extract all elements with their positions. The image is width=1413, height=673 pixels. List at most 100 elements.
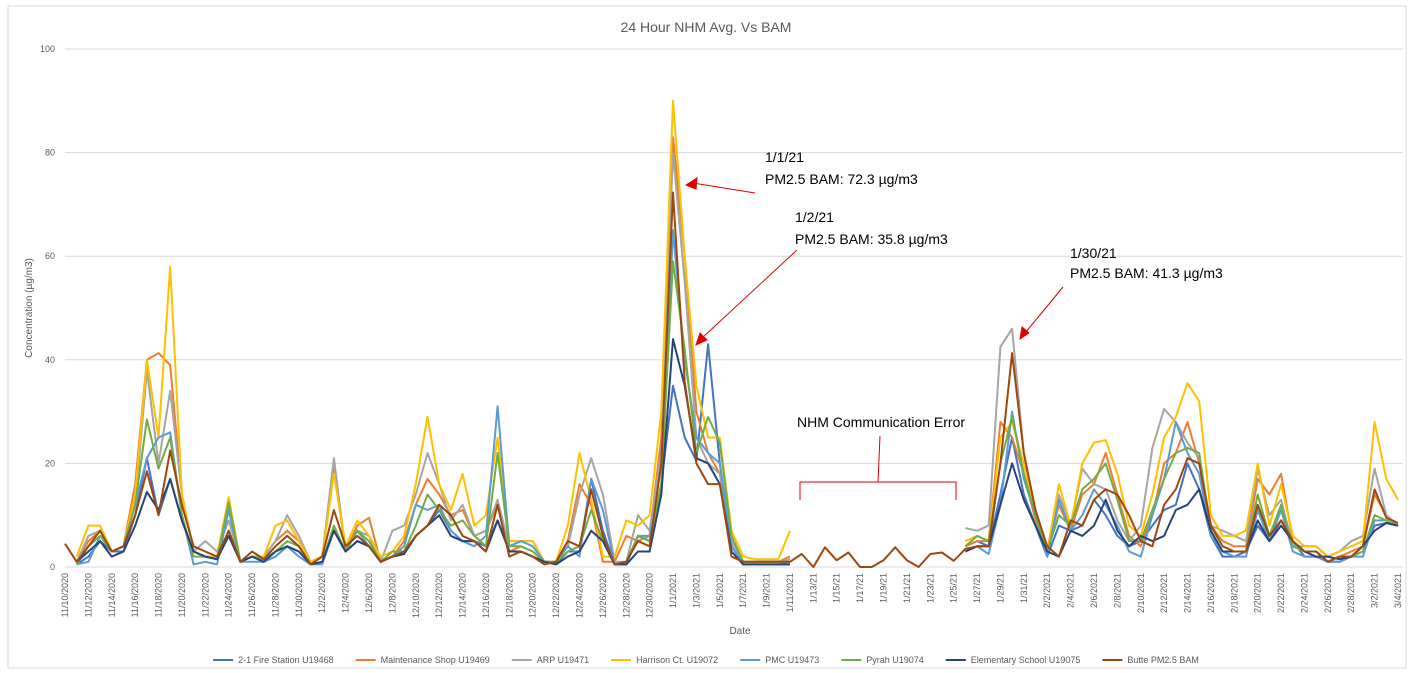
x-tick-label: 2/2/2021: [1042, 573, 1052, 608]
x-tick-label: 12/24/2020: [574, 573, 584, 618]
arrow: [692, 182, 756, 194]
x-tick-label: 12/22/2020: [551, 573, 561, 618]
x-tick-label: 1/21/21: [902, 573, 912, 603]
x-tick-label: 12/14/2020: [458, 573, 468, 618]
y-axis-label: Concentration (µg/m3): [24, 258, 35, 358]
x-tick-label: 12/12/2020: [434, 573, 444, 618]
x-tick-label: 11/20/2020: [177, 573, 187, 617]
x-tick-label: 11/26/2020: [247, 573, 257, 617]
annotation: 1/30/21: [1070, 245, 1117, 261]
x-tick-label: 2/16/2021: [1206, 573, 1216, 613]
x-tick-label: 1/9/2021: [762, 573, 772, 608]
annotation: PM2.5 BAM: 41.3 µg/m3: [1070, 265, 1223, 281]
legend-item: Elementary School U19075: [945, 655, 1081, 665]
x-axis-label: Date: [729, 626, 751, 637]
x-tick-label: 2/10/2021: [1136, 573, 1146, 613]
x-tick-label: 11/24/2020: [224, 573, 234, 617]
x-tick-label: 2/8/2021: [1112, 573, 1122, 608]
x-tick-label: 2/4/2021: [1066, 573, 1076, 608]
annotation-arrows: [684, 177, 1064, 346]
x-tick-label: 1/15/21: [832, 573, 842, 603]
x-tick-label: 12/4/2020: [341, 573, 351, 613]
x-tick-label: 1/23/21: [925, 573, 935, 603]
series-line: [64, 191, 1399, 568]
arrow: [701, 249, 798, 339]
plot: [64, 99, 1399, 568]
x-tick-label: 11/10/2020: [60, 573, 70, 617]
x-tick-label: 1/7/2021: [738, 573, 748, 608]
x-tick-label: 1/3/2021: [691, 573, 701, 608]
y-tick-label: 60: [45, 251, 55, 261]
y-tick-label: 100: [40, 44, 55, 54]
x-tick-label: 11/28/2020: [270, 573, 280, 617]
x-tick-label: 12/8/2020: [387, 573, 397, 613]
x-tick-label: 2/22/2021: [1276, 573, 1286, 613]
legend-label: Pyrah U19074: [866, 655, 924, 665]
x-tick-label: 12/26/2020: [598, 573, 608, 618]
x-tick-label: 12/6/2020: [364, 573, 374, 613]
annotations: 1/1/21 PM2.5 BAM: 72.3 µg/m3 1/2/21 PM2.…: [765, 149, 1223, 430]
x-tick-label: 12/28/2020: [621, 573, 631, 618]
y-tick-label: 0: [50, 562, 55, 572]
x-tick-label: 1/17/21: [855, 573, 865, 603]
legend-item: Butte PM2.5 BAM: [1102, 655, 1199, 665]
legend: 2-1 Fire Station U19468 Maintenance Shop …: [213, 655, 1199, 665]
legend-item: Maintenance Shop U19469: [355, 655, 490, 665]
arrowhead: [1019, 326, 1030, 341]
legend-item: 2-1 Fire Station U19468: [213, 655, 334, 665]
x-tick-label: 1/1/2021: [668, 573, 678, 608]
x-tick-label: 11/30/2020: [294, 573, 304, 617]
x-tick-label: 2/20/2021: [1253, 573, 1263, 613]
legend-label: Maintenance Shop U19469: [381, 655, 490, 665]
legend-item: ARP U19471: [511, 655, 589, 665]
legend-label: 2-1 Fire Station U19468: [238, 655, 334, 665]
series-line: [76, 338, 1399, 566]
x-tick-label: 11/14/2020: [107, 573, 117, 617]
legend-label: Harrison Ct. U19072: [636, 655, 718, 665]
x-tick-label: 1/29/21: [995, 573, 1005, 603]
x-tick-label: 1/25/21: [949, 573, 959, 603]
x-tick-label: 12/2/2020: [317, 573, 327, 613]
arrowhead: [684, 177, 698, 190]
y-tick-label: 40: [45, 355, 55, 365]
x-tick-label: 1/31/21: [1019, 573, 1029, 603]
legend-label: Butte PM2.5 BAM: [1127, 655, 1199, 665]
x-tick-label: 2/28/2021: [1346, 573, 1356, 613]
x-tick-label: 1/5/2021: [715, 573, 725, 608]
chart-border: [7, 5, 1407, 669]
legend-item: Pyrah U19074: [841, 655, 924, 665]
x-tick-label: 12/10/2020: [411, 573, 421, 618]
chart-title: 24 Hour NHM Avg. Vs BAM: [621, 19, 792, 35]
x-tick-label: 11/18/2020: [154, 573, 164, 617]
bracket-stem: [877, 435, 881, 483]
annotation: 1/1/21: [765, 149, 804, 165]
annotation: PM2.5 BAM: 72.3 µg/m3: [765, 171, 918, 187]
x-tick-label: 2/6/2021: [1089, 573, 1099, 608]
bracket: [799, 481, 957, 500]
x-tick-label: 2/14/2021: [1183, 573, 1193, 613]
annotation: PM2.5 BAM: 35.8 µg/m3: [795, 231, 948, 247]
x-tick-label: 1/27/21: [972, 573, 982, 603]
x-tick-label: 3/2/2021: [1370, 573, 1380, 608]
x-tick-label: 2/18/2021: [1229, 573, 1239, 613]
x-tick-label: 3/4/2021: [1393, 573, 1403, 608]
x-tick-label: 2/24/2021: [1299, 573, 1309, 613]
error-bracket: [799, 435, 957, 500]
legend-label: PMC U19473: [765, 655, 819, 665]
x-tick-label: 2/12/2021: [1159, 573, 1169, 613]
legend-label: Elementary School U19075: [971, 655, 1081, 665]
arrowhead: [695, 332, 708, 346]
legend-label: ARP U19471: [537, 655, 589, 665]
x-tick-label: 12/20/2020: [528, 573, 538, 618]
x-tick-label: 12/18/2020: [504, 573, 514, 618]
x-tick-label: 11/12/2020: [83, 573, 93, 617]
x-tick-label: 11/16/2020: [130, 573, 140, 617]
y-tick-label: 20: [45, 458, 55, 468]
x-tick-label: 2/26/2021: [1323, 573, 1333, 613]
x-tick-label: 11/22/2020: [200, 573, 210, 617]
legend-item: Harrison Ct. U19072: [611, 655, 718, 665]
grid: 0 20 40 60 80 100 11/10/2020 11/12/2020 11/14/20…: [40, 44, 1403, 618]
y-tick-label: 80: [45, 148, 55, 158]
annotation: 1/2/21: [795, 209, 834, 225]
